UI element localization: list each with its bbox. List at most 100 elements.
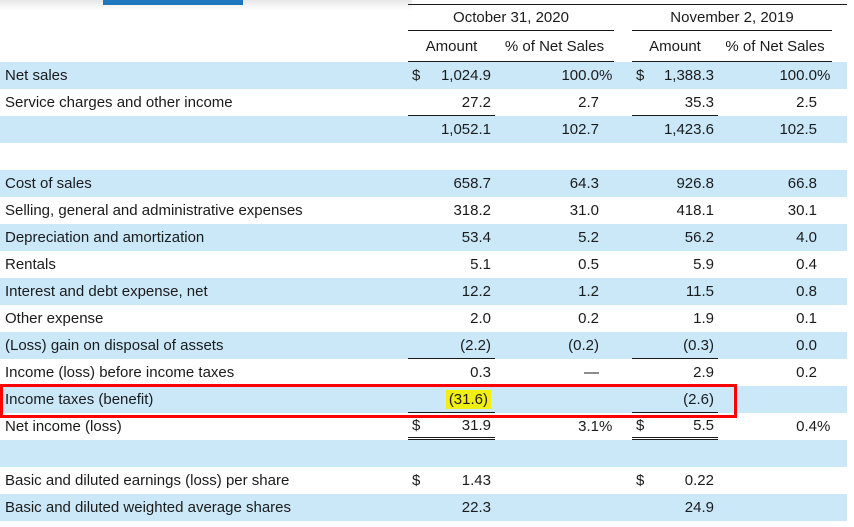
pct-2020-value: 3.1 bbox=[578, 418, 599, 435]
dollar-sign: $ bbox=[412, 67, 421, 84]
table-row-3: 1,052.1 102.7 1,423.6 102.5 bbox=[0, 116, 847, 143]
pct-2019-cell bbox=[718, 386, 832, 413]
amount-2019-cell: 5.9 bbox=[632, 251, 718, 278]
row-label-text: Net sales bbox=[5, 67, 68, 84]
amount-2019-cell: 418.1 bbox=[632, 197, 718, 224]
row-label-text: Income taxes (benefit) bbox=[5, 391, 154, 408]
pct-2019-value: 0.2 bbox=[796, 364, 817, 381]
amount-2020-cell: (31.6) bbox=[408, 386, 495, 413]
row-label-text: Cost of sales bbox=[5, 175, 92, 192]
row-label-text: Income (loss) before income taxes bbox=[5, 364, 235, 381]
pct-2020-cell bbox=[495, 494, 614, 521]
amount-2020-cell: 22.3 bbox=[408, 494, 495, 521]
column-headers-2019: Amount % of Net Sales bbox=[632, 31, 832, 62]
amount-2019-cell: $ 1,388.3 bbox=[632, 62, 718, 89]
pct-2019-cell bbox=[718, 143, 832, 170]
amount-2020-cell: 27.2 bbox=[408, 89, 495, 116]
row-label: Cost of sales bbox=[0, 175, 408, 192]
table-row-14: Net income (loss) $ 31.9 3.1% $ 5.5 0.4% bbox=[0, 413, 847, 440]
pct-column-header-2020: % of Net Sales bbox=[504, 37, 605, 55]
table-row-11: (Loss) gain on disposal of assets (2.2) … bbox=[0, 332, 847, 359]
dollar-sign: $ bbox=[636, 67, 645, 84]
amount-2020-cell: $ 1.43 bbox=[408, 467, 495, 494]
table-body: Net sales $ 1,024.9 100.0% $ 1,388.3 100… bbox=[0, 62, 847, 521]
row-label: (Loss) gain on disposal of assets bbox=[0, 337, 408, 354]
pct-2019-cell: 0.1 bbox=[718, 305, 832, 332]
pct-2020-cell: 64.3 bbox=[495, 170, 614, 197]
amount-2020-cell: 53.4 bbox=[408, 224, 495, 251]
dollar-sign: $ bbox=[636, 472, 645, 489]
table-row-17: Basic and diluted weighted average share… bbox=[0, 494, 847, 521]
amount-2020-value: 27.2 bbox=[461, 93, 491, 111]
row-label-text: Selling, general and administrative expe… bbox=[5, 202, 303, 219]
pct-2020-value: 102.7 bbox=[561, 121, 599, 138]
pct-2020-value: (0.2) bbox=[568, 337, 599, 354]
pct-2019-value: 0.1 bbox=[796, 310, 817, 327]
pct-2019-cell: 0.2 bbox=[718, 359, 832, 386]
pct-2020-value: — bbox=[584, 364, 599, 381]
amount-2019-value: (0.3) bbox=[683, 336, 714, 354]
pct-2020-cell bbox=[495, 467, 614, 494]
pct-2019-value: 30.1 bbox=[787, 202, 817, 219]
row-label: Selling, general and administrative expe… bbox=[0, 202, 408, 219]
amount-2019-value: 11.5 bbox=[685, 283, 714, 300]
pct-2019-value: 0.4 bbox=[796, 418, 817, 435]
pct-2019-cell: 4.0 bbox=[718, 224, 832, 251]
header-label-spacer bbox=[0, 31, 408, 62]
income-statement-table: October 31, 2020 November 2, 2019 Amount… bbox=[0, 4, 847, 521]
table-row-12: Income (loss) before income taxes 0.3 — … bbox=[0, 359, 847, 386]
amount-2020-cell: 2.0 bbox=[408, 305, 495, 332]
pct-2020-value: 1.2 bbox=[578, 283, 599, 300]
table-row-4 bbox=[0, 143, 847, 170]
amount-2019-value: 5.9 bbox=[693, 256, 714, 273]
pct-2019-value: 102.5 bbox=[779, 121, 817, 138]
amount-2019-cell bbox=[632, 143, 718, 170]
amount-2020-cell: $ 1,024.9 bbox=[408, 62, 495, 89]
pct-2020-value: 31.0 bbox=[569, 202, 599, 219]
row-label-text: Rentals bbox=[5, 256, 56, 273]
pct-column-header-2019: % of Net Sales bbox=[725, 37, 825, 55]
amount-2020-value: 318.2 bbox=[453, 202, 491, 219]
pct-2020-value: 100.0 bbox=[561, 67, 599, 84]
period-title-2019: November 2, 2019 bbox=[670, 9, 794, 26]
table-row-10: Other expense 2.0 0.2 1.9 0.1 bbox=[0, 305, 847, 332]
pct-2020-cell: 0.2 bbox=[495, 305, 614, 332]
amount-2019-value: 5.5 bbox=[693, 416, 714, 434]
amount-2020-cell: $ 31.9 bbox=[408, 413, 495, 440]
pct-2019-cell: 100.0% bbox=[718, 62, 832, 89]
table-row-16: Basic and diluted earnings (loss) per sh… bbox=[0, 467, 847, 494]
amount-2020-value: 1,052.1 bbox=[440, 121, 491, 138]
pct-2019-cell bbox=[718, 494, 832, 521]
amount-2019-value: 926.8 bbox=[676, 175, 714, 192]
amount-2020-value: (2.2) bbox=[460, 336, 491, 354]
amount-2019-cell: 11.5 bbox=[632, 278, 718, 305]
row-label-text: Depreciation and amortization bbox=[5, 229, 205, 246]
column-header-row: Amount % of Net Sales Amount % of Net Sa… bbox=[0, 31, 847, 62]
amount-2019-cell: 1,423.6 bbox=[632, 116, 718, 143]
pct-2020-cell: 100.0% bbox=[495, 62, 614, 89]
amount-2020-value: 2.0 bbox=[470, 310, 491, 327]
pct-2020-cell: 0.5 bbox=[495, 251, 614, 278]
period-header-2019: November 2, 2019 bbox=[632, 5, 832, 31]
pct-2019-cell: 30.1 bbox=[718, 197, 832, 224]
row-label: Income taxes (benefit) bbox=[0, 391, 408, 408]
table-row-9: Interest and debt expense, net 12.2 1.2 … bbox=[0, 278, 847, 305]
pct-2020-cell bbox=[495, 440, 614, 467]
top-chrome-strip bbox=[0, 0, 412, 11]
table-row-7: Depreciation and amortization 53.4 5.2 5… bbox=[0, 224, 847, 251]
pct-2020-value: 2.7 bbox=[578, 94, 599, 111]
pct-2019-value: 4.0 bbox=[796, 229, 817, 246]
pct-2020-cell: — bbox=[495, 359, 614, 386]
row-label-text: Service charges and other income bbox=[5, 94, 233, 111]
table-row-15 bbox=[0, 440, 847, 467]
period-header-row: October 31, 2020 November 2, 2019 bbox=[0, 4, 847, 31]
row-label: Basic and diluted weighted average share… bbox=[0, 499, 408, 516]
pct-2019-cell: 0.8 bbox=[718, 278, 832, 305]
pct-2019-cell bbox=[718, 467, 832, 494]
amount-2019-value: 1,388.3 bbox=[663, 67, 714, 84]
pct-2019-value: 66.8 bbox=[787, 175, 817, 192]
table-row-5: Cost of sales 658.7 64.3 926.8 66.8 bbox=[0, 170, 847, 197]
amount-2019-value: 1.9 bbox=[693, 310, 714, 327]
amount-2020-value: 22.3 bbox=[461, 499, 491, 516]
pct-2019-value: 100.0 bbox=[779, 67, 817, 84]
